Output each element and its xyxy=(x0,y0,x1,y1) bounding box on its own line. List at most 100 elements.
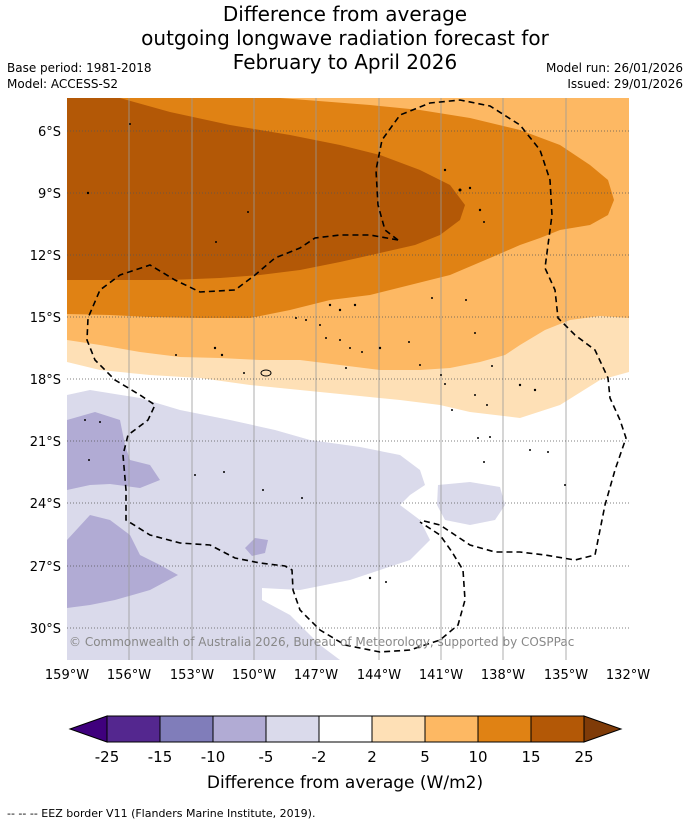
island xyxy=(243,372,245,374)
lon-labels: 159°W 156°W 153°W 150°W 147°W 144°W 141°… xyxy=(45,668,650,683)
parallels xyxy=(67,130,629,629)
lat-label: 12°S xyxy=(30,249,61,264)
lat-labels: 6°S 9°S 12°S 15°S 18°S 21°S 24°S 27°S 30… xyxy=(30,125,61,637)
colorbar-tick: 15 xyxy=(521,748,540,766)
island xyxy=(301,497,303,499)
pale-purple-region xyxy=(67,390,430,660)
light-purple-patch-west xyxy=(67,412,160,490)
island xyxy=(483,461,485,463)
island xyxy=(408,341,410,343)
island xyxy=(260,369,272,377)
colorbar-swatch xyxy=(477,715,532,743)
island xyxy=(247,211,249,213)
island xyxy=(533,388,537,392)
island xyxy=(444,383,446,385)
island xyxy=(223,471,225,473)
island xyxy=(215,241,217,243)
eez-border-marquesas xyxy=(375,99,627,561)
island xyxy=(175,354,177,356)
lat-label: 9°S xyxy=(38,187,61,202)
colorbar-swatch xyxy=(530,715,585,743)
island xyxy=(339,339,341,341)
island xyxy=(295,317,297,319)
title-line-2: outgoing longwave radiation forecast for xyxy=(141,26,549,50)
lon-label: 132°W xyxy=(606,668,650,683)
island xyxy=(99,421,101,423)
lon-label: 159°W xyxy=(45,668,89,683)
island xyxy=(443,168,447,172)
light-purple-patch-small xyxy=(245,538,268,556)
colorbar-swatch xyxy=(265,715,320,743)
colorbar-swatch xyxy=(212,715,267,743)
lat-label: 15°S xyxy=(30,311,61,326)
lon-label: 138°W xyxy=(481,668,525,683)
colorbar-tick: -5 xyxy=(259,748,274,766)
colorbar-tick: -2 xyxy=(312,748,327,766)
lon-label: 150°W xyxy=(232,668,276,683)
base-period: Base period: 1981-2018 xyxy=(7,61,152,75)
colorbar-swatch xyxy=(159,715,214,743)
colorbar-tick: -25 xyxy=(95,748,120,766)
colorbar-tick: 10 xyxy=(468,748,487,766)
island xyxy=(305,319,307,321)
lat-label: 18°S xyxy=(30,373,61,388)
lat-label: 6°S xyxy=(38,125,61,140)
lon-label: 135°W xyxy=(544,668,588,683)
island xyxy=(213,346,217,350)
island xyxy=(345,367,347,369)
island xyxy=(84,419,86,421)
island xyxy=(349,347,351,349)
eez-border-french-polynesia-west xyxy=(86,234,466,653)
eez-borders xyxy=(86,99,627,653)
island xyxy=(368,576,372,580)
title-line-1: Difference from average xyxy=(222,2,468,26)
colorbar-ticks: -25 -15 -10 -5 -2 2 5 10 15 25 xyxy=(95,748,594,766)
island xyxy=(194,474,196,476)
island xyxy=(489,436,491,438)
island xyxy=(431,297,433,299)
island xyxy=(88,459,90,461)
island xyxy=(86,191,90,195)
island xyxy=(478,208,482,212)
island xyxy=(129,123,131,125)
island xyxy=(564,484,566,486)
island xyxy=(518,383,522,387)
model-run: Model run: 26/01/2026 xyxy=(545,61,683,75)
meta-left: Base period: 1981-2018 Model: ACCESS-S2 xyxy=(7,60,152,92)
lon-label: 156°W xyxy=(107,668,151,683)
islands xyxy=(84,123,566,583)
colorbar-tick: -15 xyxy=(148,748,173,766)
island xyxy=(465,299,467,301)
island xyxy=(325,337,327,339)
title-line-3: February to April 2026 xyxy=(232,50,458,74)
lat-label: 24°S xyxy=(30,497,61,512)
island xyxy=(477,437,479,439)
island xyxy=(338,308,342,312)
colorbar-swatch xyxy=(106,715,161,743)
island xyxy=(361,351,363,353)
colorbar-tick: -10 xyxy=(201,748,226,766)
island xyxy=(483,221,485,223)
island xyxy=(474,332,476,334)
island xyxy=(529,449,531,451)
lon-label: 144°W xyxy=(357,668,401,683)
lat-label: 30°S xyxy=(30,622,61,637)
island xyxy=(468,186,472,190)
island xyxy=(451,409,453,411)
colorbar-arrow-max xyxy=(583,715,623,743)
colorbar xyxy=(68,715,623,743)
colorbar-tick: 2 xyxy=(367,748,377,766)
island xyxy=(262,489,264,491)
map-title: Difference from average outgoing longwav… xyxy=(0,2,690,74)
island xyxy=(458,188,462,192)
light-purple-patch-southwest xyxy=(67,515,178,608)
island xyxy=(440,374,442,376)
island xyxy=(547,451,549,453)
gridlines xyxy=(67,98,629,660)
lon-label: 141°W xyxy=(419,668,463,683)
lon-label: 147°W xyxy=(294,668,338,683)
model-name: Model: ACCESS-S2 xyxy=(7,77,119,91)
island xyxy=(385,581,387,583)
colorbar-swatch xyxy=(424,715,479,743)
